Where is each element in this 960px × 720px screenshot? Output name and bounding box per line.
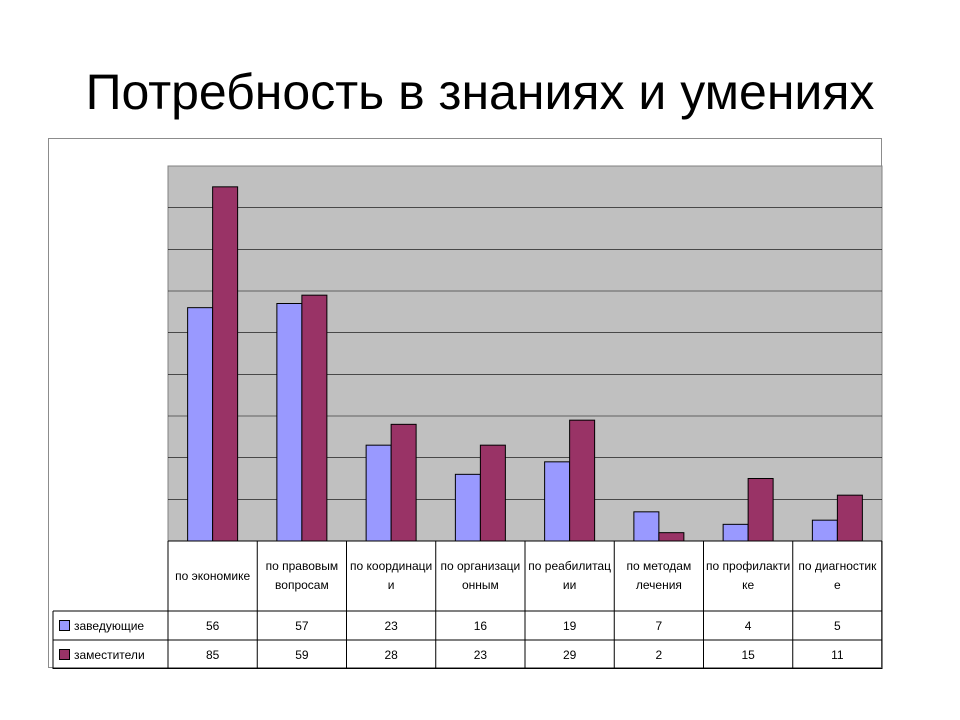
category-label: по диагностик е — [798, 559, 877, 592]
legend-label: заместители — [74, 647, 145, 662]
bar-zaveduyushchie — [365, 444, 392, 542]
data-table-value: 85 — [205, 647, 220, 662]
chart-frame: по экономике по правовым вопросам по коорд… — [48, 138, 883, 669]
bar-zaveduyushchie — [722, 523, 749, 542]
data-table-value: 19 — [562, 618, 577, 633]
category-label: по координаци и — [350, 559, 433, 592]
bar-zamestiteli — [301, 294, 328, 542]
bar-zaveduyushchie — [633, 511, 660, 542]
bar-zaveduyushchie — [811, 519, 838, 542]
data-table-value: 16 — [473, 618, 488, 633]
category-label: по экономике — [175, 568, 251, 583]
data-table-value: 23 — [384, 618, 398, 633]
legend-swatch — [59, 649, 70, 660]
bar-zamestiteli — [836, 494, 863, 542]
bar-zaveduyushchie — [276, 303, 303, 542]
bar-zaveduyushchie — [454, 473, 481, 542]
bar-zamestiteli — [390, 423, 417, 542]
category-label: по методам лечения — [626, 559, 692, 592]
category-label: по реабилитац ии — [528, 559, 611, 592]
data-table-value: 2 — [655, 647, 663, 662]
legend-entry: заведующие — [53, 611, 168, 640]
data-table-value: 56 — [205, 618, 220, 633]
category-label: по организаци онным — [440, 559, 521, 592]
data-table-value: 5 — [834, 618, 841, 633]
data-table-value: 15 — [741, 647, 755, 662]
category-label: по профилакти ке — [706, 559, 791, 592]
bar-zamestiteli — [658, 532, 685, 542]
data-table-value: 28 — [384, 647, 398, 662]
bar-zamestiteli — [212, 186, 239, 542]
bar-zamestiteli — [479, 444, 506, 542]
data-table-value: 59 — [295, 647, 309, 662]
bar-zaveduyushchie — [187, 307, 214, 542]
bar-zaveduyushchie — [544, 461, 571, 542]
slide-title: Потребность в знаниях и умениях — [85, 64, 875, 120]
bar-zamestiteli — [747, 478, 774, 542]
data-table-value: 57 — [295, 618, 309, 633]
legend-swatch — [59, 620, 70, 631]
legend-label: заведующие — [74, 618, 145, 633]
data-table-value: 7 — [655, 618, 663, 633]
category-label: по правовым вопросам — [265, 559, 339, 592]
bar-zamestiteli — [569, 419, 596, 542]
data-table-value: 23 — [473, 647, 488, 662]
data-table-value: 4 — [744, 618, 752, 633]
data-table-value: 11 — [831, 647, 844, 662]
plot-area — [167, 165, 883, 542]
chart-svg — [52, 165, 883, 669]
legend-entry: заместители — [53, 640, 168, 669]
data-table-value: 29 — [562, 647, 577, 662]
